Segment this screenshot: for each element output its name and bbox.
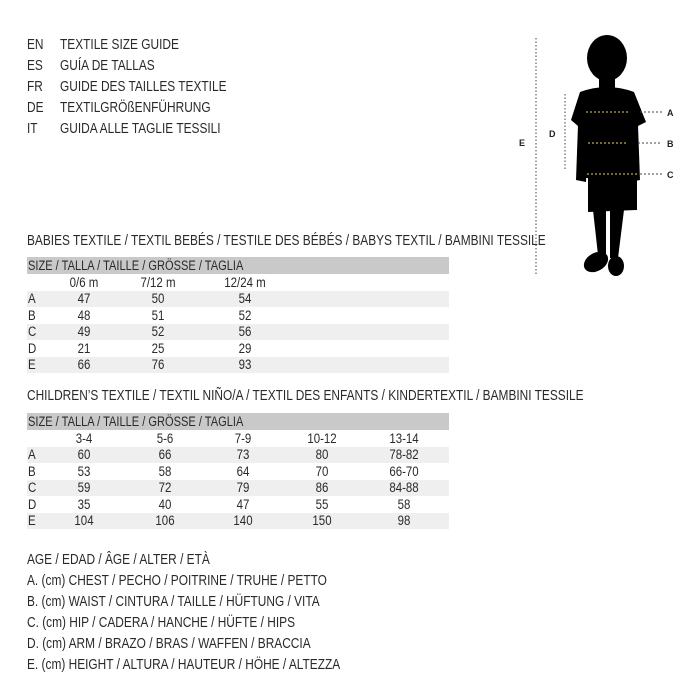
language-title: TEXTILE SIZE GUIDE	[60, 37, 179, 53]
table-cell: 104	[74, 513, 94, 528]
table-cell: 60	[77, 447, 91, 462]
row-shade	[27, 357, 449, 373]
language-title: GUIDE DES TAILLES TEXTILE	[60, 79, 227, 95]
label-e: E	[519, 138, 525, 148]
table-header-bar	[27, 413, 449, 430]
babies-title: BABIES TEXTILE / TEXTIL BEBÉS / TESTILE …	[27, 233, 546, 249]
row-shade	[27, 324, 449, 340]
column-header: 12/24 m	[224, 275, 266, 290]
column-header: 0/6 m	[69, 275, 99, 290]
row-label: A	[28, 447, 36, 462]
table-header: SIZE / TALLA / TAILLE / GRÖSSE / TAGLIA	[28, 414, 244, 429]
table-cell: 21	[77, 340, 91, 356]
language-title: TEXTILGRÖßENFÜHRUNG	[60, 100, 211, 116]
row-label: E	[28, 357, 36, 372]
legend-item: A. (cm) CHEST / PECHO / POITRINE / TRUHE…	[27, 573, 327, 589]
table-cell: 80	[315, 447, 329, 462]
column-header: 7/12 m	[140, 275, 176, 290]
language-title: GUIDA ALLE TAGLIE TESSILI	[60, 121, 221, 137]
table-cell: 25	[151, 340, 165, 356]
label-d: D	[549, 129, 556, 139]
table-cell: 70	[315, 463, 329, 479]
table-cell: 54	[238, 291, 252, 306]
row-label: C	[28, 324, 37, 339]
table-cell: 29	[238, 340, 252, 356]
table-cell: 84-88	[389, 480, 419, 495]
row-label: B	[28, 307, 36, 323]
row-shade	[27, 480, 449, 496]
label-a: A	[667, 108, 674, 118]
row-shade	[27, 291, 449, 307]
table-cell: 93	[238, 357, 252, 372]
table-cell: 73	[236, 447, 250, 462]
table-cell: 52	[151, 324, 165, 339]
row-label: B	[28, 463, 36, 479]
table-cell: 64	[236, 463, 250, 479]
label-b: B	[667, 139, 674, 149]
table-cell: 66	[158, 447, 172, 462]
table-cell: 35	[77, 496, 91, 512]
column-header: 13-14	[389, 431, 419, 446]
table-cell: 48	[77, 307, 91, 323]
table-cell: 76	[151, 357, 165, 372]
row-label: D	[28, 496, 37, 512]
row-label: A	[28, 291, 36, 306]
label-c: C	[667, 170, 674, 180]
table-cell: 78-82	[389, 447, 419, 462]
legend-item: E. (cm) HEIGHT / ALTURA / HAUTEUR / HÖHE…	[27, 657, 341, 673]
column-header: 5-6	[156, 431, 174, 446]
language-code: ES	[27, 58, 43, 74]
language-code: FR	[27, 79, 43, 95]
legend-item: AGE / EDAD / ÂGE / ALTER / ETÀ	[27, 552, 210, 568]
table-cell: 49	[77, 324, 91, 339]
table-cell: 66	[77, 357, 91, 372]
children-title: CHILDREN’S TEXTILE / TEXTIL NIÑO/A / TEX…	[27, 388, 584, 404]
legend-item: D. (cm) ARM / BRAZO / BRAS / WAFFEN / BR…	[27, 636, 311, 652]
table-cell: 56	[238, 324, 252, 339]
table-cell: 40	[158, 496, 172, 512]
row-shade	[27, 513, 449, 529]
column-header: 7-9	[234, 431, 252, 446]
table-cell: 106	[155, 513, 175, 528]
table-cell: 50	[151, 291, 165, 306]
row-label: C	[28, 480, 37, 495]
table-cell: 47	[77, 291, 91, 306]
table-cell: 79	[236, 480, 250, 495]
language-title: GUÍA DE TALLAS	[60, 58, 155, 74]
table-cell: 66-70	[389, 463, 419, 479]
column-header: 3-4	[75, 431, 93, 446]
table-header-bar	[27, 257, 449, 274]
row-label: D	[28, 340, 37, 356]
table-header: SIZE / TALLA / TAILLE / GRÖSSE / TAGLIA	[28, 258, 244, 273]
table-cell: 140	[233, 513, 253, 528]
table-cell: 52	[238, 307, 252, 323]
row-label: E	[28, 513, 36, 528]
table-cell: 98	[397, 513, 411, 528]
table-cell: 58	[397, 496, 411, 512]
table-cell: 53	[77, 463, 91, 479]
column-header: 10-12	[307, 431, 337, 446]
table-cell: 51	[151, 307, 165, 323]
table-cell: 150	[312, 513, 332, 528]
language-code: IT	[27, 121, 38, 137]
language-code: EN	[27, 37, 44, 53]
legend-item: B. (cm) WAIST / CINTURA / TAILLE / HÜFTU…	[27, 594, 320, 610]
child-silhouette-figure: A B C D E	[519, 35, 674, 276]
language-code: DE	[27, 100, 44, 116]
table-cell: 59	[77, 480, 91, 495]
legend-item: C. (cm) HIP / CADERA / HANCHE / HÜFTE / …	[27, 615, 295, 631]
table-cell: 58	[158, 463, 172, 479]
table-cell: 55	[315, 496, 329, 512]
child-silhouette-icon	[571, 35, 646, 276]
measure-lines	[586, 111, 662, 175]
table-cell: 72	[158, 480, 172, 495]
table-cell: 47	[236, 496, 250, 512]
table-cell: 86	[315, 480, 329, 495]
row-shade	[27, 447, 449, 463]
